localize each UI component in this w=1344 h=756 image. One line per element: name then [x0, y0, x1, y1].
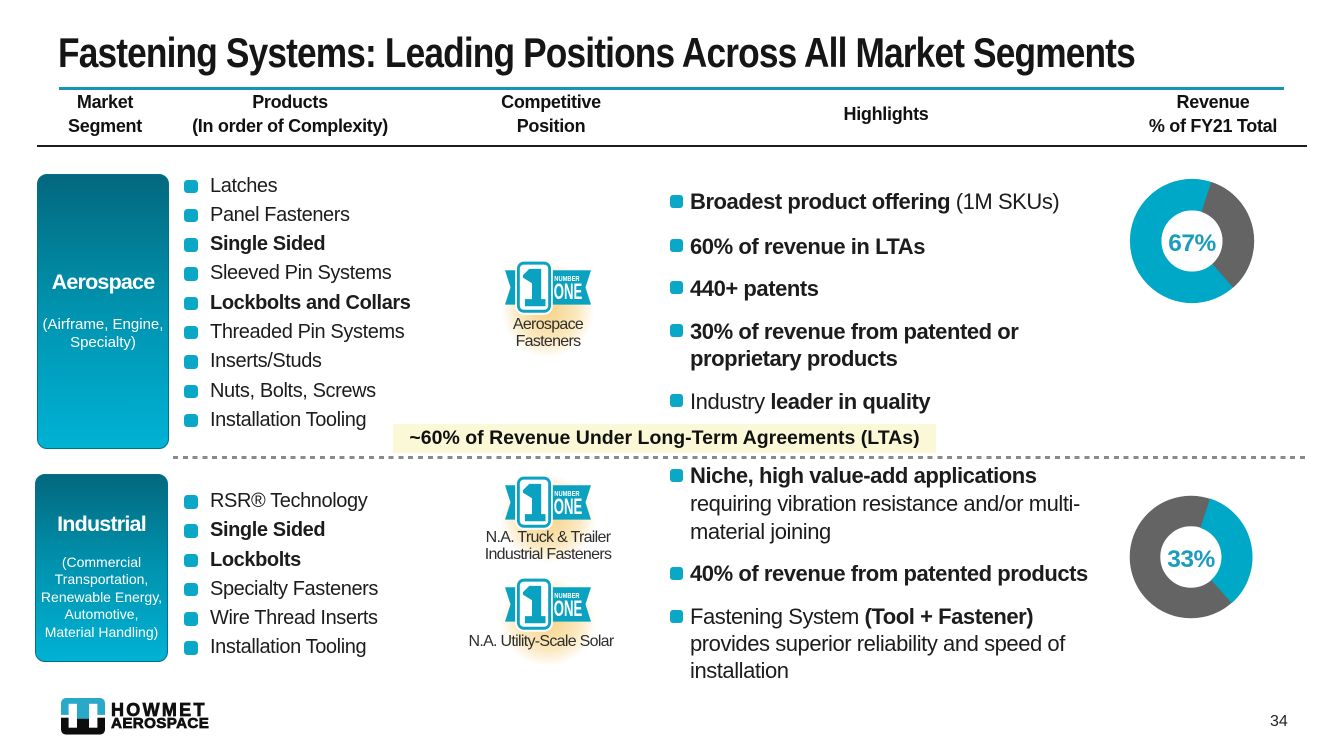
svg-text:33%: 33%	[1167, 545, 1215, 572]
svg-text:67%: 67%	[1168, 230, 1216, 257]
